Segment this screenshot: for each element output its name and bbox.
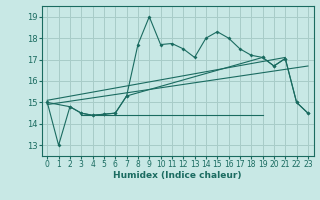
X-axis label: Humidex (Indice chaleur): Humidex (Indice chaleur) [113, 171, 242, 180]
